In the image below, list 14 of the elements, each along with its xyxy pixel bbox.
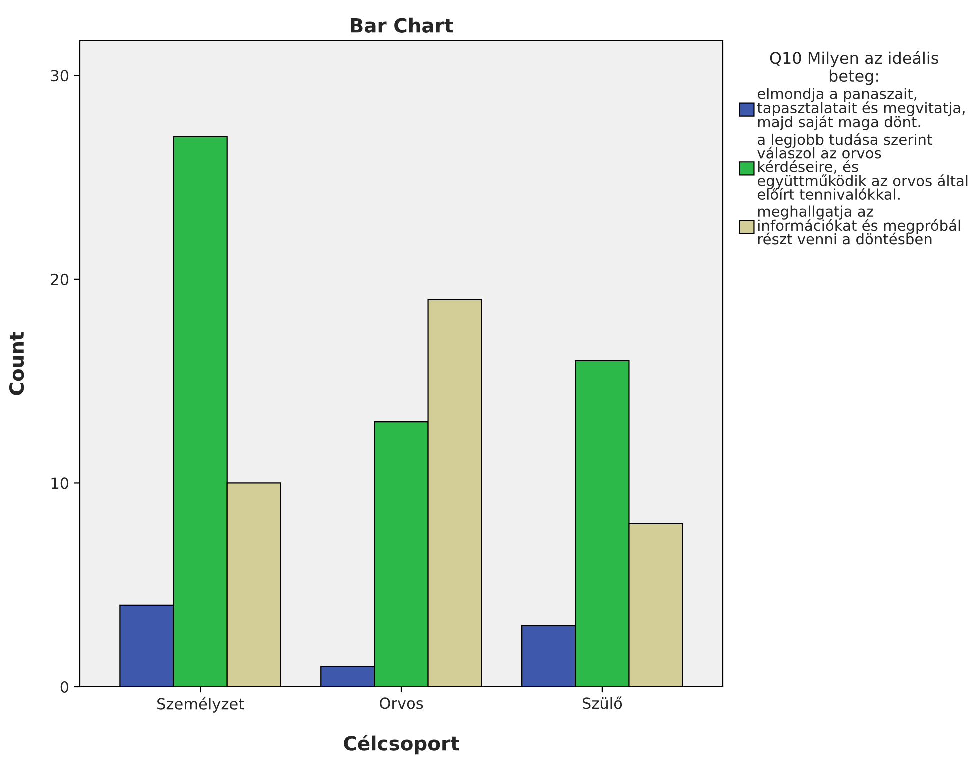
legend-label: a legjobb tudása szerint válaszol az orvos kérdéseire, és együttműködik az orvos által előírt tennivalókkal. bbox=[758, 133, 968, 200]
x-tick-label: Személyzet bbox=[158, 697, 244, 713]
y-tick-label: 20 bbox=[51, 274, 69, 286]
chart-title: Bar Chart bbox=[351, 18, 454, 33]
legend-title: Q10 Milyen az ideális beteg: bbox=[770, 51, 938, 86]
x-tick-label: Szülő bbox=[582, 696, 622, 710]
y-tick-label: 0 bbox=[60, 681, 69, 694]
legend-label: meghallgatja az információkat és megpróbál részt venni a döntésben bbox=[758, 206, 960, 245]
x-tick-label: Orvos bbox=[380, 698, 424, 710]
y-tick-label: 30 bbox=[51, 70, 69, 82]
x-axis-title: Célcsoport bbox=[344, 735, 460, 755]
y-axis-title: Count bbox=[9, 332, 24, 396]
y-tick-label: 10 bbox=[52, 478, 69, 490]
legend-label: elmondja a panaszait, tapasztalatait és megvitatja, majd saját maga dönt. bbox=[758, 88, 965, 130]
